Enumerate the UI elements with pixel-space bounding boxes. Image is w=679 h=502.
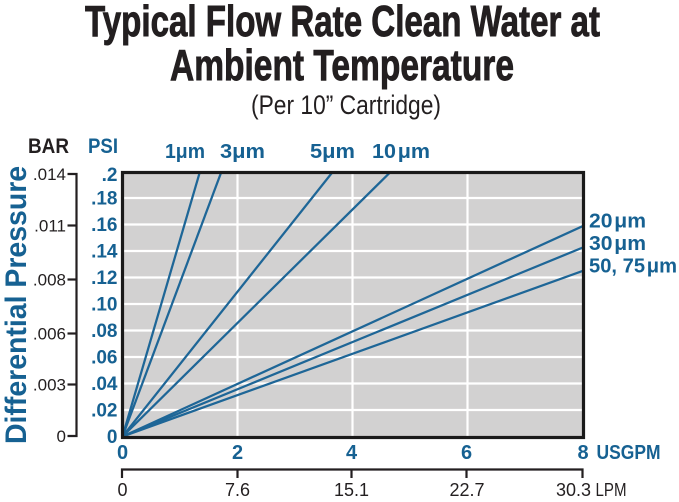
svg-text:.10: .10 — [91, 295, 117, 316]
svg-text:.2: .2 — [102, 165, 118, 186]
svg-text:10 μm: 10 μm — [372, 141, 430, 163]
svg-text:.14: .14 — [91, 242, 118, 263]
svg-text:1μm: 1μm — [165, 141, 205, 163]
svg-text:.18: .18 — [91, 189, 117, 210]
svg-text:4: 4 — [346, 442, 358, 464]
svg-text:8: 8 — [577, 442, 588, 464]
svg-text:0: 0 — [117, 480, 127, 500]
svg-text:.16: .16 — [91, 215, 117, 236]
svg-text:(Per 10” Cartridge): (Per 10” Cartridge) — [251, 90, 441, 120]
svg-text:3μm: 3μm — [220, 141, 265, 163]
svg-text:20 μm: 20 μm — [589, 211, 646, 233]
svg-text:.04: .04 — [91, 374, 118, 395]
svg-text:5μm: 5μm — [310, 141, 355, 163]
svg-text:Typical Flow Rate Clean Water: Typical Flow Rate Clean Water at — [85, 0, 600, 46]
svg-text:50, 75 μm: 50, 75 μm — [589, 256, 677, 278]
svg-text:Ambient Temperature: Ambient Temperature — [170, 41, 514, 90]
svg-text:.008: .008 — [33, 270, 66, 289]
svg-text:.003: .003 — [33, 375, 66, 394]
svg-text:30 μm: 30 μm — [589, 233, 646, 255]
svg-text:BAR: BAR — [28, 135, 69, 158]
svg-text:USGPM: USGPM — [597, 442, 661, 464]
svg-text:15.1: 15.1 — [334, 480, 369, 500]
svg-text:7.6: 7.6 — [225, 480, 250, 500]
svg-text:0: 0 — [107, 427, 118, 448]
svg-text:.06: .06 — [91, 348, 117, 369]
svg-text:.12: .12 — [91, 268, 117, 289]
svg-text:30.3: 30.3 — [556, 480, 591, 500]
svg-text:Differential Pressure: Differential Pressure — [0, 166, 33, 444]
svg-text:.006: .006 — [33, 324, 66, 343]
svg-text:.014: .014 — [33, 165, 66, 184]
svg-text:.02: .02 — [91, 401, 117, 422]
svg-text:6: 6 — [461, 442, 472, 464]
svg-text:2: 2 — [232, 442, 243, 464]
svg-text:PSI: PSI — [88, 135, 118, 158]
svg-text:.08: .08 — [91, 321, 117, 342]
svg-text:LPM: LPM — [596, 480, 627, 500]
svg-text:0: 0 — [117, 442, 128, 464]
svg-text:0: 0 — [57, 427, 66, 446]
svg-text:22.7: 22.7 — [449, 480, 484, 500]
svg-text:.011: .011 — [34, 216, 66, 235]
